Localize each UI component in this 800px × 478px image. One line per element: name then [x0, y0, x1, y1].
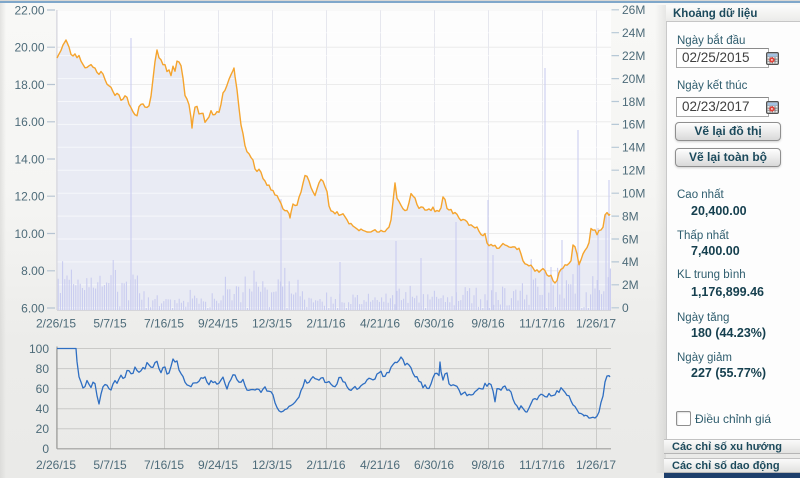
- svg-text:8M: 8M: [622, 209, 639, 223]
- svg-text:18M: 18M: [622, 95, 645, 109]
- svg-text:5/7/15: 5/7/15: [93, 458, 127, 472]
- svg-text:9/24/15: 9/24/15: [198, 458, 238, 472]
- svg-text:12/3/15: 12/3/15: [252, 458, 292, 472]
- svg-text:60: 60: [36, 382, 50, 396]
- svg-text:9/8/16: 9/8/16: [471, 458, 505, 472]
- svg-text:8.00: 8.00: [21, 264, 45, 278]
- svg-text:11/17/16: 11/17/16: [519, 317, 565, 331]
- svg-text:26M: 26M: [622, 3, 645, 17]
- svg-text:1/26/17: 1/26/17: [576, 317, 616, 331]
- svg-text:16M: 16M: [622, 118, 645, 132]
- svg-text:12/3/15: 12/3/15: [252, 317, 292, 331]
- svg-text:2/11/16: 2/11/16: [306, 317, 345, 331]
- svg-text:4/21/16: 4/21/16: [360, 458, 400, 472]
- svg-text:9/8/16: 9/8/16: [471, 317, 505, 331]
- svg-text:20: 20: [36, 422, 50, 436]
- svg-text:6/30/16: 6/30/16: [414, 317, 454, 331]
- svg-text:2M: 2M: [622, 278, 639, 292]
- svg-text:0: 0: [622, 301, 629, 315]
- svg-text:6M: 6M: [622, 232, 639, 246]
- svg-text:24M: 24M: [622, 26, 645, 40]
- svg-text:5/7/15: 5/7/15: [93, 317, 127, 331]
- svg-text:10.00: 10.00: [14, 227, 44, 241]
- svg-text:0: 0: [42, 442, 49, 456]
- svg-text:18.00: 18.00: [14, 78, 44, 92]
- svg-text:10M: 10M: [622, 187, 645, 201]
- svg-text:22M: 22M: [622, 49, 645, 63]
- svg-text:2/26/15: 2/26/15: [36, 458, 76, 472]
- svg-text:2/11/16: 2/11/16: [306, 458, 345, 472]
- svg-text:7/16/15: 7/16/15: [144, 317, 184, 331]
- svg-text:14M: 14M: [622, 141, 645, 155]
- svg-text:16.00: 16.00: [14, 115, 44, 129]
- svg-text:6/30/16: 6/30/16: [414, 458, 454, 472]
- svg-text:12.00: 12.00: [14, 190, 44, 204]
- svg-text:40: 40: [36, 402, 50, 416]
- svg-text:9/24/15: 9/24/15: [198, 317, 238, 331]
- svg-text:6.00: 6.00: [21, 301, 45, 315]
- svg-text:14.00: 14.00: [14, 152, 44, 166]
- svg-text:22.00: 22.00: [14, 3, 44, 17]
- svg-text:4M: 4M: [622, 255, 639, 269]
- svg-text:20M: 20M: [622, 72, 645, 86]
- svg-text:11/17/16: 11/17/16: [519, 458, 565, 472]
- svg-text:80: 80: [36, 362, 50, 376]
- svg-text:100: 100: [29, 342, 49, 356]
- svg-text:12M: 12M: [622, 164, 645, 178]
- svg-text:2/26/15: 2/26/15: [36, 317, 76, 331]
- svg-text:7/16/15: 7/16/15: [144, 458, 184, 472]
- svg-text:1/26/17: 1/26/17: [576, 458, 616, 472]
- svg-text:20.00: 20.00: [14, 41, 44, 55]
- svg-text:4/21/16: 4/21/16: [360, 317, 400, 331]
